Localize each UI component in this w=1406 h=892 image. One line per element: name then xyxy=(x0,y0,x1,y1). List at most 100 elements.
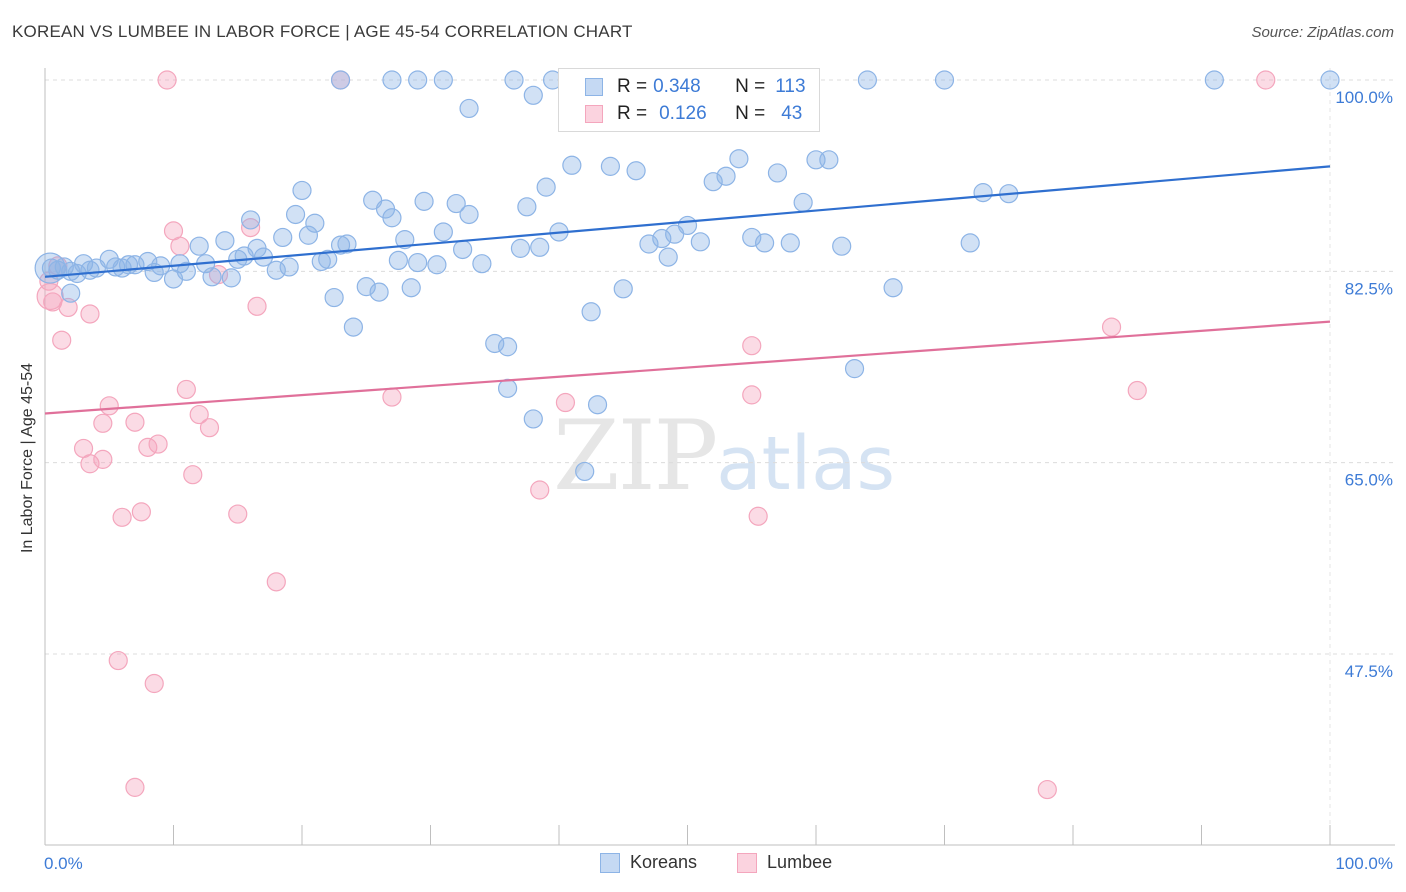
korean-point xyxy=(498,378,518,398)
legend-item-lumbee[interactable]: Lumbee xyxy=(737,852,832,873)
lumbee-point xyxy=(58,297,78,318)
korean-point xyxy=(729,149,749,169)
korean-point xyxy=(292,180,312,201)
korean-point xyxy=(433,222,453,242)
chart-title: KOREAN VS LUMBEE IN LABOR FORCE | AGE 45… xyxy=(12,22,633,41)
korean-point-large xyxy=(34,252,66,284)
legend-item-koreans[interactable]: Koreans xyxy=(600,852,697,873)
korean-point xyxy=(652,228,672,249)
korean-point xyxy=(241,210,261,230)
lumbee-point xyxy=(99,396,119,416)
korean-point xyxy=(575,461,595,482)
korean-point xyxy=(780,233,800,253)
y-tick-label-1: 82.5% xyxy=(1345,279,1393,298)
x-tick-label-max: 100.0% xyxy=(1335,854,1393,873)
lumbee-point xyxy=(138,437,158,457)
korean-point xyxy=(356,277,376,297)
legend-row-koreans: R = 0.348 N = 113 xyxy=(559,74,806,100)
korean-point xyxy=(754,233,775,253)
korean-point xyxy=(285,204,306,225)
lumbee-point xyxy=(112,507,132,527)
korean-point xyxy=(388,250,408,270)
korean-point xyxy=(330,70,351,90)
korean-point xyxy=(459,204,479,225)
legend-row-lumbee: R = 0.126 N = 43 xyxy=(559,101,802,127)
lumbee-point xyxy=(80,304,100,324)
korean-point xyxy=(844,359,865,379)
n-label: N = xyxy=(735,76,766,97)
korean-point xyxy=(883,278,903,298)
korean-point xyxy=(324,287,344,308)
lumbee-trend-line xyxy=(44,320,1331,415)
korean-point xyxy=(343,317,363,337)
korean-point xyxy=(1204,70,1224,90)
source-label: Source: ZipAtlas.com xyxy=(1251,24,1394,41)
korean-point xyxy=(562,155,582,175)
lumbee-swatch xyxy=(585,105,603,123)
lumbee-point xyxy=(52,330,72,350)
korean-point xyxy=(330,235,351,255)
y-tick-label-3: 47.5% xyxy=(1345,662,1393,681)
korean-point xyxy=(517,197,537,217)
watermark: ZIPatlas xyxy=(553,400,895,512)
lumbee-point xyxy=(80,454,100,474)
lumbee-point xyxy=(1037,779,1057,800)
korean-point xyxy=(793,192,813,213)
lumbee-point-large xyxy=(36,282,64,311)
lumbee-point xyxy=(382,387,402,407)
stats-legend: R = 0.348 N = 113 R = 0.126 N = 43 xyxy=(558,68,820,132)
korean-point xyxy=(857,70,878,90)
legend-label-koreans: Koreans xyxy=(630,852,698,872)
korean-point xyxy=(318,249,338,269)
lumbee-point xyxy=(93,449,113,469)
lumbee-point xyxy=(748,506,768,526)
korean-point xyxy=(626,161,646,181)
korean-point xyxy=(587,395,608,415)
lumbee-point xyxy=(1101,317,1122,337)
korean-points xyxy=(34,70,1340,482)
korean-point xyxy=(427,255,447,275)
lumbee-point xyxy=(176,379,196,400)
n-value-koreans: 113 xyxy=(775,76,806,97)
korean-point xyxy=(703,172,723,192)
korean-point xyxy=(819,150,839,170)
korean-point xyxy=(960,233,980,253)
lumbee-point xyxy=(125,777,145,797)
korean-point xyxy=(934,70,955,90)
lumbee-point xyxy=(530,480,550,500)
korean-point xyxy=(408,252,428,273)
trend-lines xyxy=(44,165,1331,415)
lumbee-point xyxy=(1256,70,1276,90)
lumbee-point xyxy=(555,392,576,413)
r-label: R = xyxy=(617,76,648,97)
watermark-zip: ZIP xyxy=(553,400,718,512)
korean-point xyxy=(504,70,524,90)
korean-point xyxy=(298,225,319,245)
lumbee-point xyxy=(131,502,151,522)
korean-point xyxy=(189,236,209,256)
korean-point xyxy=(382,208,402,228)
lumbee-point xyxy=(228,504,248,524)
korean-point xyxy=(61,283,81,303)
korean-point xyxy=(453,239,473,260)
lumbee-point xyxy=(157,70,177,90)
korean-point xyxy=(433,70,453,90)
korean-point xyxy=(677,215,698,236)
korean-point xyxy=(221,268,241,288)
lumbee-point xyxy=(241,218,261,238)
korean-point xyxy=(369,282,389,302)
korean-point xyxy=(523,409,543,429)
korean-point xyxy=(408,70,428,90)
korean-point xyxy=(832,236,852,256)
lumbee-point xyxy=(125,412,145,432)
lumbee-point xyxy=(1127,380,1147,401)
korean-point xyxy=(530,237,550,257)
lumbee-point xyxy=(93,413,113,433)
korean-point xyxy=(639,234,659,254)
korean-point xyxy=(337,234,357,254)
lumbee-point xyxy=(199,418,220,438)
korean-point xyxy=(498,337,518,357)
x-tick-label-min: 0.0% xyxy=(44,854,83,873)
korean-point xyxy=(581,302,601,322)
